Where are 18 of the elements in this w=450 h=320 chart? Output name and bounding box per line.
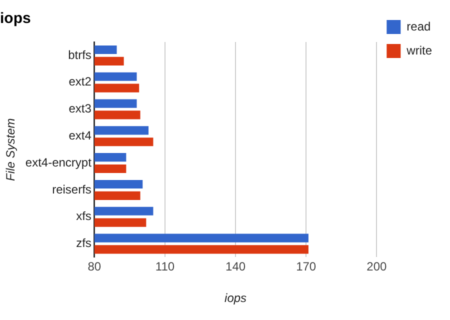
y-tick-label: reiserfs	[52, 182, 92, 196]
x-axis-title: iops	[224, 291, 247, 306]
x-tick-label: 140	[226, 260, 246, 274]
y-tick-label: ext3	[68, 102, 92, 116]
x-tick-label: 170	[296, 260, 316, 274]
x-tick-label: 200	[366, 260, 387, 274]
y-tick-label: btrfs	[68, 48, 92, 62]
y-tick-label: xfs	[76, 209, 92, 224]
y-tick-label: ext4-encrypt	[25, 155, 92, 170]
y-axis-title: File System	[4, 118, 18, 181]
y-tick-label: ext4	[68, 128, 92, 142]
chart-title: iops	[0, 10, 31, 28]
legend-label: write	[406, 43, 432, 58]
x-tick-label: 80	[88, 260, 102, 274]
legend-label: read	[406, 19, 431, 34]
y-tick-label: ext2	[68, 74, 92, 89]
x-tick-label: 110	[155, 260, 175, 274]
y-tick-label: zfs	[76, 236, 92, 250]
